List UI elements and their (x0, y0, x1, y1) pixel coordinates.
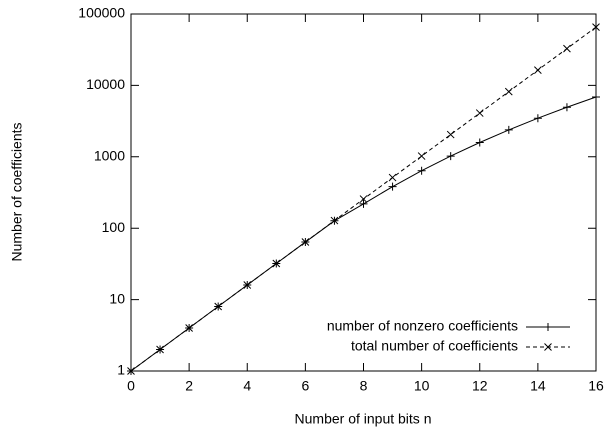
point-marker (504, 125, 513, 134)
point-marker (563, 44, 571, 53)
x-tick-label: 16 (588, 378, 604, 394)
point-marker (272, 259, 281, 268)
point-marker (185, 324, 193, 332)
legend-label: total number of coefficients (351, 338, 518, 354)
point-marker (243, 281, 252, 289)
x-tick-label: 14 (530, 378, 546, 394)
point-marker (533, 114, 542, 123)
point-marker (388, 182, 397, 191)
point-marker (417, 152, 426, 160)
point-marker (127, 367, 135, 375)
legend-marker (544, 343, 552, 351)
x-tick-label: 4 (243, 378, 251, 394)
y-axis-label: Number of coefficients (9, 122, 25, 261)
point-marker (417, 166, 426, 175)
point-marker (301, 238, 310, 246)
point-marker (214, 302, 223, 311)
y-tick-label: 10000 (86, 76, 125, 92)
y-tick-label: 100000 (78, 5, 125, 21)
x-tick-label: 2 (185, 378, 193, 394)
point-marker (156, 345, 164, 354)
point-marker (359, 195, 368, 203)
legend-marker (544, 323, 552, 331)
y-tick-label: 10 (109, 290, 125, 306)
x-tick-label: 0 (127, 378, 135, 394)
point-marker (446, 152, 455, 161)
point-marker (330, 216, 339, 225)
point-marker (562, 103, 571, 112)
point-marker (592, 92, 600, 101)
x-tick-label: 10 (414, 378, 430, 394)
point-marker (534, 66, 542, 74)
x-tick-label: 12 (472, 378, 488, 394)
point-marker (504, 87, 513, 96)
point-marker (446, 130, 455, 139)
point-marker (475, 109, 484, 117)
x-axis-label: Number of input bits n (295, 411, 432, 427)
y-tick-label: 1 (117, 362, 125, 378)
point-marker (475, 138, 484, 147)
point-marker (359, 199, 368, 208)
y-tick-label: 100 (102, 219, 126, 235)
x-tick-label: 6 (301, 378, 309, 394)
point-marker (388, 173, 397, 182)
x-tick-label: 8 (360, 378, 368, 394)
y-tick-label: 1000 (94, 148, 125, 164)
legend-label: number of nonzero coefficients (327, 318, 518, 334)
point-marker (592, 23, 600, 31)
